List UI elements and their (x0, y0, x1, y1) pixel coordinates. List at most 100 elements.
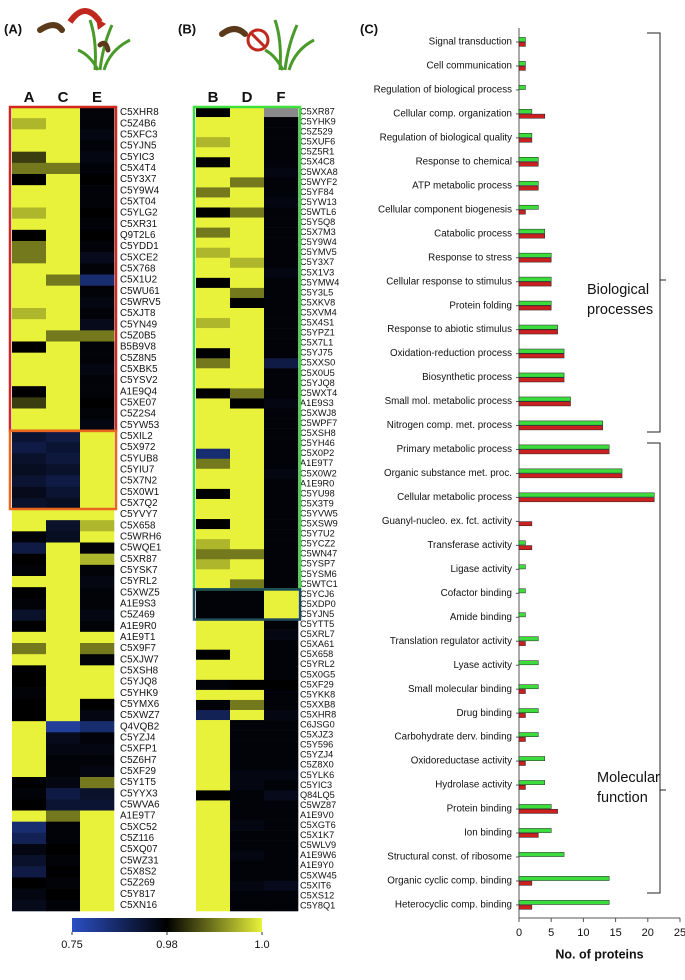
heat-cell (12, 698, 47, 711)
bar (518, 281, 552, 287)
heat-cell (46, 285, 81, 298)
heat-cell (12, 710, 47, 722)
heat-cell (230, 277, 265, 289)
heat-cell (12, 107, 47, 119)
heat-cell (264, 388, 299, 399)
heat-cell (80, 743, 115, 755)
row-label: C5X7N2 (120, 476, 157, 487)
heat-cell (80, 877, 115, 889)
row-label: C5YSM6 (300, 569, 337, 579)
heat-cell (196, 448, 231, 460)
heat-cell (80, 754, 115, 767)
heat-cell (12, 174, 47, 186)
row-label: B5B9V8 (120, 342, 157, 353)
row-label: C5XSH8 (300, 428, 336, 438)
heat-cell (196, 589, 231, 600)
category-label: Small mol. metabolic process (385, 396, 513, 407)
heat-cell (196, 689, 231, 701)
heat-cell (12, 118, 47, 130)
row-label: C5XJT8 (120, 308, 156, 319)
heat-cell (12, 821, 47, 834)
heat-cell (12, 475, 47, 487)
heat-cell (12, 520, 47, 532)
category-label: Oxidoreductase activity (411, 756, 512, 767)
heat-cell (46, 687, 81, 700)
row-label: Q4VQB2 (120, 721, 159, 732)
heat-cell (80, 274, 115, 286)
heat-cell (230, 900, 265, 912)
bar (518, 732, 539, 737)
heat-cell (80, 587, 115, 599)
heat-cell (264, 710, 299, 721)
category-label: Small molecular binding (408, 684, 512, 695)
heat-cell (264, 579, 299, 590)
heat-cell (12, 643, 47, 655)
heat-cell (264, 780, 299, 791)
heat-cell (46, 330, 81, 342)
heat-cell (12, 855, 47, 867)
row-label: C5XIT6 (300, 880, 331, 890)
heat-cell (12, 263, 47, 275)
row-label: C5XWZ7 (120, 710, 160, 721)
heat-cell (196, 297, 231, 309)
heat-cell (230, 478, 265, 490)
heat-cell (264, 659, 299, 671)
heat-cell (46, 464, 81, 476)
bar (518, 37, 526, 42)
heat-cell (230, 569, 265, 580)
heat-cell (196, 699, 231, 711)
heat-cell (196, 127, 231, 138)
heat-cell (264, 147, 299, 158)
heat-cell (230, 689, 265, 701)
row-label: C5XF29 (120, 766, 156, 777)
heat-cell (264, 599, 299, 610)
heat-cell (196, 770, 231, 781)
heat-cell (230, 730, 265, 741)
heat-cell (230, 519, 265, 530)
heat-cell (196, 659, 231, 671)
row-label: A1E9V0 (300, 810, 334, 820)
heat-cell (230, 418, 265, 429)
heat-cell (12, 129, 47, 141)
heat-cell (196, 318, 231, 329)
heat-cell (230, 227, 265, 238)
heat-cell (12, 151, 47, 164)
heat-cell (230, 529, 265, 540)
heat-cell (196, 287, 231, 299)
heat-cell (80, 129, 115, 141)
row-label: C5YHK9 (300, 117, 336, 127)
row-label: C5X0U5 (300, 368, 335, 378)
heat-cell (80, 419, 115, 432)
bar (518, 713, 526, 718)
heat-cell (80, 721, 115, 733)
bar (518, 684, 539, 690)
heat-cell (12, 743, 47, 755)
heat-cell (264, 498, 299, 510)
heat-cell (12, 442, 47, 454)
row-label: C5X4T4 (120, 163, 156, 174)
heat-cell (196, 639, 231, 650)
x-tick-label: 0 (516, 927, 522, 939)
row-label: C5YHK9 (120, 688, 158, 699)
bar (518, 209, 526, 215)
bar (518, 804, 552, 809)
bar (518, 588, 526, 594)
column-header: A (24, 89, 35, 106)
heat-cell (46, 832, 81, 845)
row-label: C5Y3X7 (300, 257, 334, 267)
heat-cell (196, 308, 231, 319)
row-label: C5WTL6 (300, 207, 336, 217)
row-label: C5XC52 (120, 822, 157, 833)
column-header: E (92, 89, 102, 106)
heat-cell (196, 629, 231, 640)
heat-cell (46, 576, 81, 588)
heat-cell (196, 900, 231, 912)
heat-cell (80, 162, 115, 175)
heat-cell (12, 553, 47, 566)
bar (518, 401, 571, 407)
heat-cell (46, 888, 81, 901)
bar (518, 161, 539, 167)
row-label: C5XWZ5 (120, 587, 160, 598)
heat-cell (80, 140, 115, 152)
bar (518, 377, 565, 383)
